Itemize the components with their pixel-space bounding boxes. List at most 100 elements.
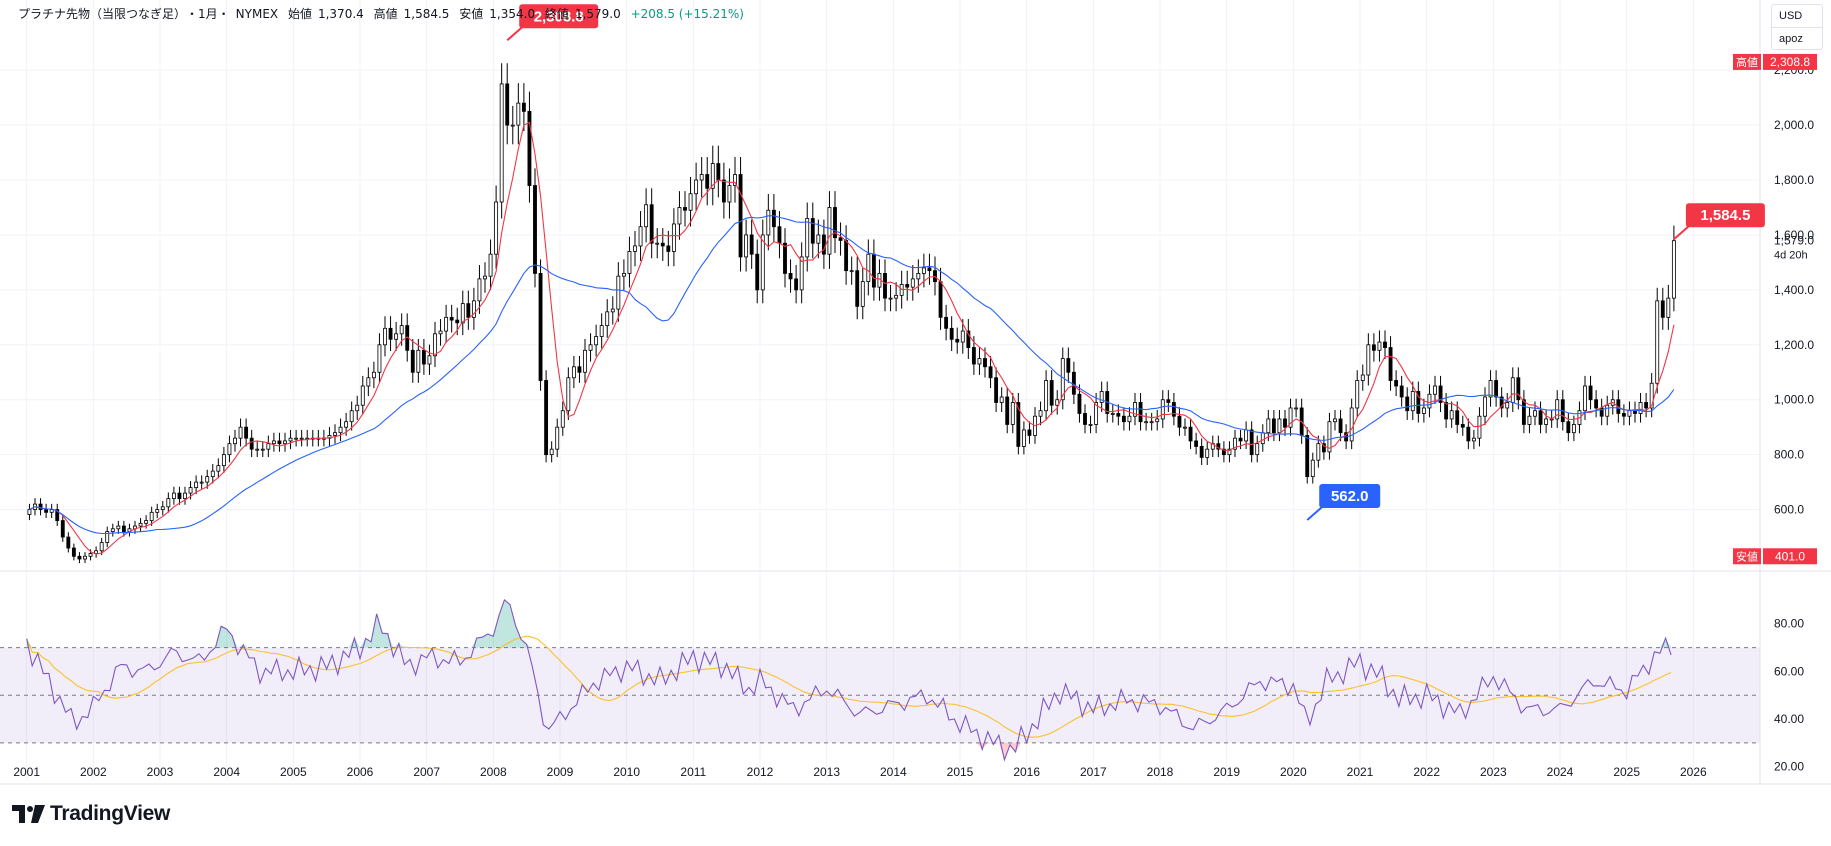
candle-body [388, 327, 393, 340]
candle-body [1671, 240, 1676, 299]
candle-body [299, 437, 304, 440]
candle-body [410, 349, 415, 373]
candle-body [188, 487, 193, 494]
tradingview-logo-icon [12, 805, 45, 823]
candle-body [699, 174, 704, 181]
candle-body [799, 256, 804, 291]
candle-body [466, 303, 471, 318]
candle-body [999, 396, 1004, 403]
annotations: 2,308.8 562.0 1,584.5 高値 2,308.8 安値 401.0 1,579… [506, 4, 1817, 565]
candle-body [677, 207, 682, 225]
candle-body [1466, 426, 1471, 442]
candle-body [1533, 410, 1537, 417]
currency-selector[interactable]: USD apoz [1771, 4, 1823, 50]
candle-body [383, 327, 387, 346]
price-axis-label: 1,600.0 [1774, 228, 1814, 242]
axis-badge-label-bg [1733, 548, 1761, 565]
candle-body [477, 278, 482, 302]
candle-body [816, 234, 821, 244]
candle-body [449, 316, 454, 321]
candle-body [927, 267, 932, 272]
symbol-header: プラチナ先物（当限つなぎ足） ・1月・ NYMEX 始値 1,370.4 高値 1,58… [18, 5, 750, 22]
candle-body [244, 426, 249, 439]
rsi-axis-label: 20.00 [1774, 760, 1804, 774]
price-axis-label: 1,800.0 [1774, 173, 1814, 187]
candle-body [1149, 421, 1154, 424]
grid [0, 0, 1760, 781]
candle-body [655, 242, 660, 245]
bar-countdown: 4d 20h [1774, 250, 1808, 262]
candle-body [121, 525, 126, 532]
candle-body [860, 281, 865, 307]
candle-body [744, 234, 749, 258]
candle-body [1099, 391, 1104, 403]
candle-body [1460, 424, 1465, 428]
candle-body [916, 273, 921, 280]
candle-body [777, 226, 782, 244]
candle-body [910, 278, 915, 288]
candle-body [955, 338, 960, 343]
candle-body [288, 437, 293, 442]
currency-label[interactable]: USD [1779, 10, 1803, 22]
candle-body [621, 273, 626, 277]
candle-body [260, 448, 265, 451]
candle-body [227, 443, 232, 456]
candle-body [55, 509, 60, 521]
candle-body [355, 404, 360, 412]
candle-body [760, 234, 765, 291]
candle-body [1488, 380, 1493, 398]
candle-body [71, 547, 76, 557]
candle-body [944, 316, 949, 329]
candle-body [1471, 437, 1476, 442]
rsi-overbought-fill [510, 604, 516, 648]
candle-body [1127, 415, 1132, 423]
candle-body [338, 426, 343, 434]
candle-body [1394, 380, 1399, 387]
candle-body [555, 426, 560, 450]
annotation-text: 1,584.5 [1700, 207, 1750, 224]
candle-body [1666, 297, 1671, 318]
candle-body [105, 531, 110, 543]
candle-body [1116, 413, 1121, 417]
rsi-overbought-fill [382, 633, 388, 648]
time-axis-label: 2006 [347, 765, 374, 779]
rsi-overbought-fill [487, 633, 494, 648]
candle-body [605, 311, 610, 326]
time-axis-label: 2004 [213, 765, 240, 779]
candle-body [116, 525, 121, 530]
low-value: 1,354.0 [489, 7, 536, 21]
candle-body [1621, 413, 1626, 417]
candle-body [505, 83, 510, 126]
candle-body [738, 174, 743, 258]
high-value: 1,584.5 [403, 7, 450, 21]
candle-body [710, 163, 715, 189]
candle-body [360, 385, 365, 406]
rsi-overbought-fill [221, 626, 227, 648]
candle-body [1360, 374, 1365, 381]
rsi-overbought-fill [526, 644, 533, 648]
candles [27, 63, 1676, 564]
candle-body [1416, 391, 1421, 414]
candle-body [888, 297, 893, 300]
rsi-overbought-fill [348, 638, 355, 648]
candle-body [377, 344, 382, 373]
candle-body [1588, 385, 1593, 401]
rsi-overbought-fill [471, 638, 477, 648]
candle-body [88, 553, 93, 557]
candle-body [99, 542, 104, 552]
candle-body [1444, 402, 1449, 420]
tradingview-logo[interactable]: TradingView [12, 802, 170, 826]
candle-body [588, 344, 593, 351]
candle-body [1399, 385, 1404, 398]
candle-body [516, 102, 521, 126]
candle-body [1194, 440, 1199, 447]
candle-body [1121, 415, 1126, 423]
close-value: 1,579.0 [574, 7, 621, 21]
candle-body [599, 325, 604, 337]
last-price-label: 1,579.0 [1774, 234, 1814, 248]
candle-body [988, 366, 993, 379]
candle-body [1233, 437, 1237, 450]
candle-body [971, 347, 976, 365]
candle-body [855, 270, 860, 307]
